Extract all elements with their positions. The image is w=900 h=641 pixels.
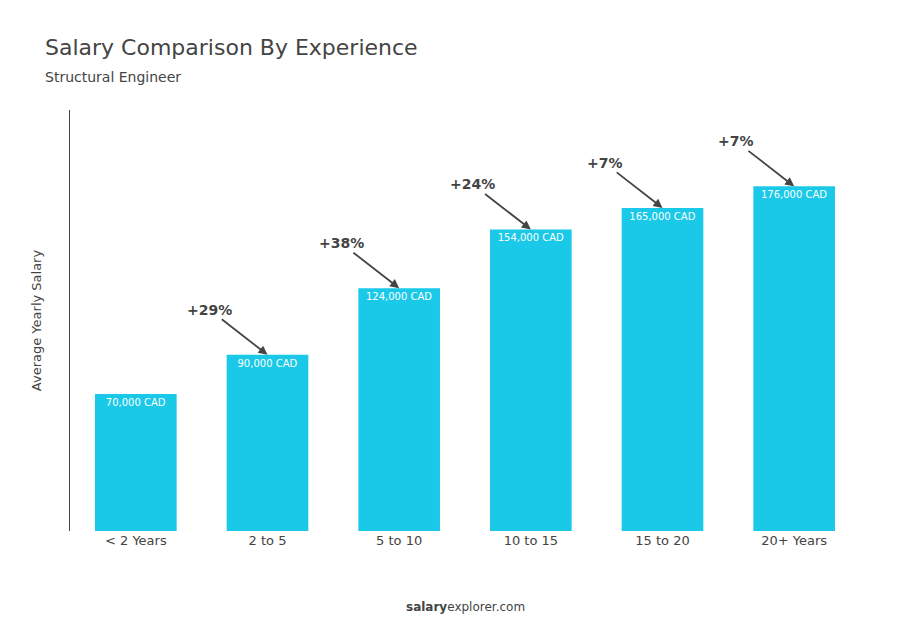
svg-text:5 to 10: 5 to 10 xyxy=(376,533,422,548)
svg-text:124,000 CAD: 124,000 CAD xyxy=(366,291,432,302)
svg-text:176,000 CAD: 176,000 CAD xyxy=(761,189,827,200)
svg-text:Average Yearly Salary: Average Yearly Salary xyxy=(29,250,44,392)
svg-text:165,000 CAD: 165,000 CAD xyxy=(629,211,695,222)
svg-text:20+ Years: 20+ Years xyxy=(761,533,827,548)
svg-text:+7%: +7% xyxy=(718,133,754,149)
svg-text:Salary Comparison By Experienc: Salary Comparison By Experience xyxy=(45,35,418,60)
svg-text:2 to 5: 2 to 5 xyxy=(249,533,287,548)
svg-text:+7%: +7% xyxy=(587,155,623,171)
svg-text:Structural Engineer: Structural Engineer xyxy=(45,69,181,85)
svg-text:< 2 Years: < 2 Years xyxy=(105,533,167,548)
svg-text:+38%: +38% xyxy=(319,235,364,251)
svg-text:15 to 20: 15 to 20 xyxy=(635,533,689,548)
svg-text:70,000 CAD: 70,000 CAD xyxy=(106,397,166,408)
svg-text:90,000 CAD: 90,000 CAD xyxy=(238,358,298,369)
svg-text:154,000 CAD: 154,000 CAD xyxy=(498,232,564,243)
svg-text:+29%: +29% xyxy=(187,302,232,318)
svg-text:+24%: +24% xyxy=(450,176,495,192)
svg-text:10 to 15: 10 to 15 xyxy=(504,533,558,548)
svg-text:salaryexplorer.com: salaryexplorer.com xyxy=(406,600,525,614)
